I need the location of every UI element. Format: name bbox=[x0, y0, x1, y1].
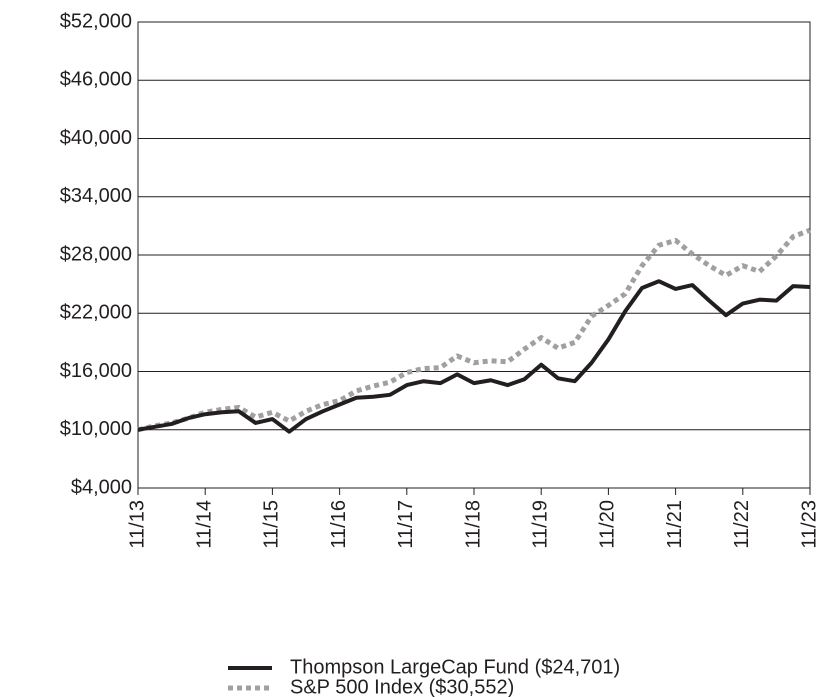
x-tick-label: 11/19 bbox=[529, 500, 551, 549]
x-tick-label: 11/16 bbox=[328, 500, 350, 549]
line-series bbox=[137, 227, 811, 433]
legend-label: Thompson LargeCap Fund ($24,701) bbox=[290, 656, 620, 678]
x-tick-label: 11/17 bbox=[395, 500, 417, 549]
y-tick-label: $40,000 bbox=[60, 127, 132, 149]
x-tick-label: 11/21 bbox=[664, 500, 686, 549]
x-tick-label: 11/15 bbox=[261, 500, 283, 549]
y-tick-label: $46,000 bbox=[60, 69, 132, 91]
y-tick-label: $10,000 bbox=[60, 418, 132, 440]
y-tick-label: $22,000 bbox=[60, 302, 132, 324]
y-tick-label: $28,000 bbox=[60, 243, 132, 265]
y-tick-label: $16,000 bbox=[60, 360, 132, 382]
x-tick-label: 11/18 bbox=[462, 500, 484, 549]
y-tick-label: $52,000 bbox=[60, 10, 132, 32]
legend-label: S&P 500 Index ($30,552) bbox=[290, 676, 514, 697]
x-tick-label: 11/23 bbox=[798, 500, 816, 549]
y-tick-label: $34,000 bbox=[60, 185, 132, 207]
line-series bbox=[137, 279, 811, 434]
x-tick-label: 11/22 bbox=[731, 500, 753, 549]
y-tick-label: $4,000 bbox=[71, 476, 132, 498]
x-tick-label: 11/20 bbox=[597, 500, 619, 549]
x-tick-label: 11/14 bbox=[193, 500, 215, 549]
x-tick-label: 11/13 bbox=[126, 500, 148, 549]
